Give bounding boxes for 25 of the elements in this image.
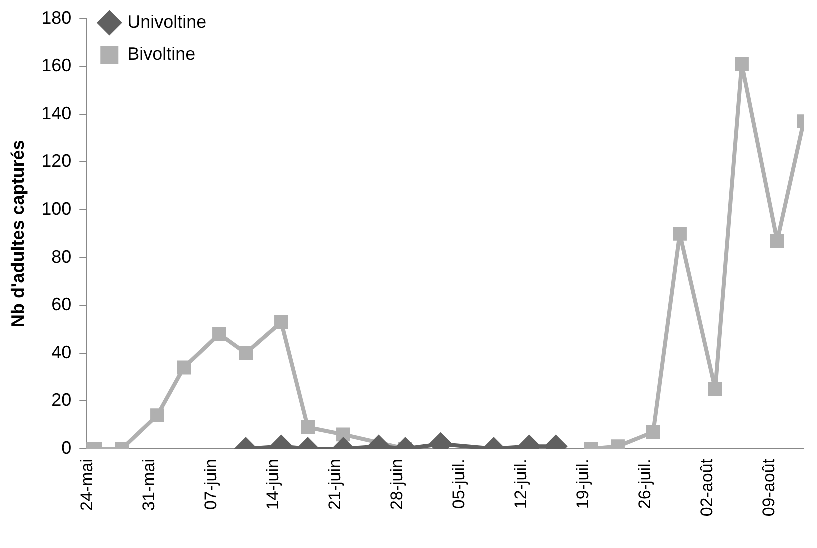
x-tick-label: 21-juin bbox=[326, 459, 345, 510]
y-tick-label: 60 bbox=[52, 294, 72, 315]
y-tick-label: 120 bbox=[42, 151, 72, 172]
y-tick-label: 40 bbox=[52, 342, 72, 362]
x-tick-label: 31-mai bbox=[140, 459, 159, 511]
y-tick-label: 20 bbox=[52, 390, 72, 410]
x-tick-label: 09-août bbox=[760, 458, 779, 517]
x-tick-label: 07-juin bbox=[202, 459, 221, 510]
x-tick-label: 26-juil. bbox=[636, 459, 655, 510]
x-tick-label: 24-mai bbox=[78, 459, 97, 511]
x-tick-label: 05-juil. bbox=[450, 459, 469, 510]
y-tick-label: 100 bbox=[42, 198, 72, 219]
x-tick-label: 28-juin bbox=[388, 459, 407, 510]
legend-label: Univoltine bbox=[128, 12, 207, 32]
y-tick-label: 140 bbox=[42, 103, 72, 124]
legend-label: Bivoltine bbox=[128, 44, 196, 64]
y-axis-title: Nb d'adultes capturés bbox=[8, 140, 28, 328]
y-tick-label: 0 bbox=[62, 438, 72, 458]
x-tick-label: 14-juin bbox=[264, 459, 283, 510]
y-tick-label: 180 bbox=[42, 8, 72, 28]
x-tick-label: 12-juil. bbox=[512, 459, 531, 510]
y-tick-label: 160 bbox=[42, 56, 72, 76]
y-tick-label: 80 bbox=[52, 246, 72, 267]
x-tick-label: 19-juil. bbox=[574, 459, 593, 510]
x-tick-label: 02-août bbox=[698, 458, 717, 517]
